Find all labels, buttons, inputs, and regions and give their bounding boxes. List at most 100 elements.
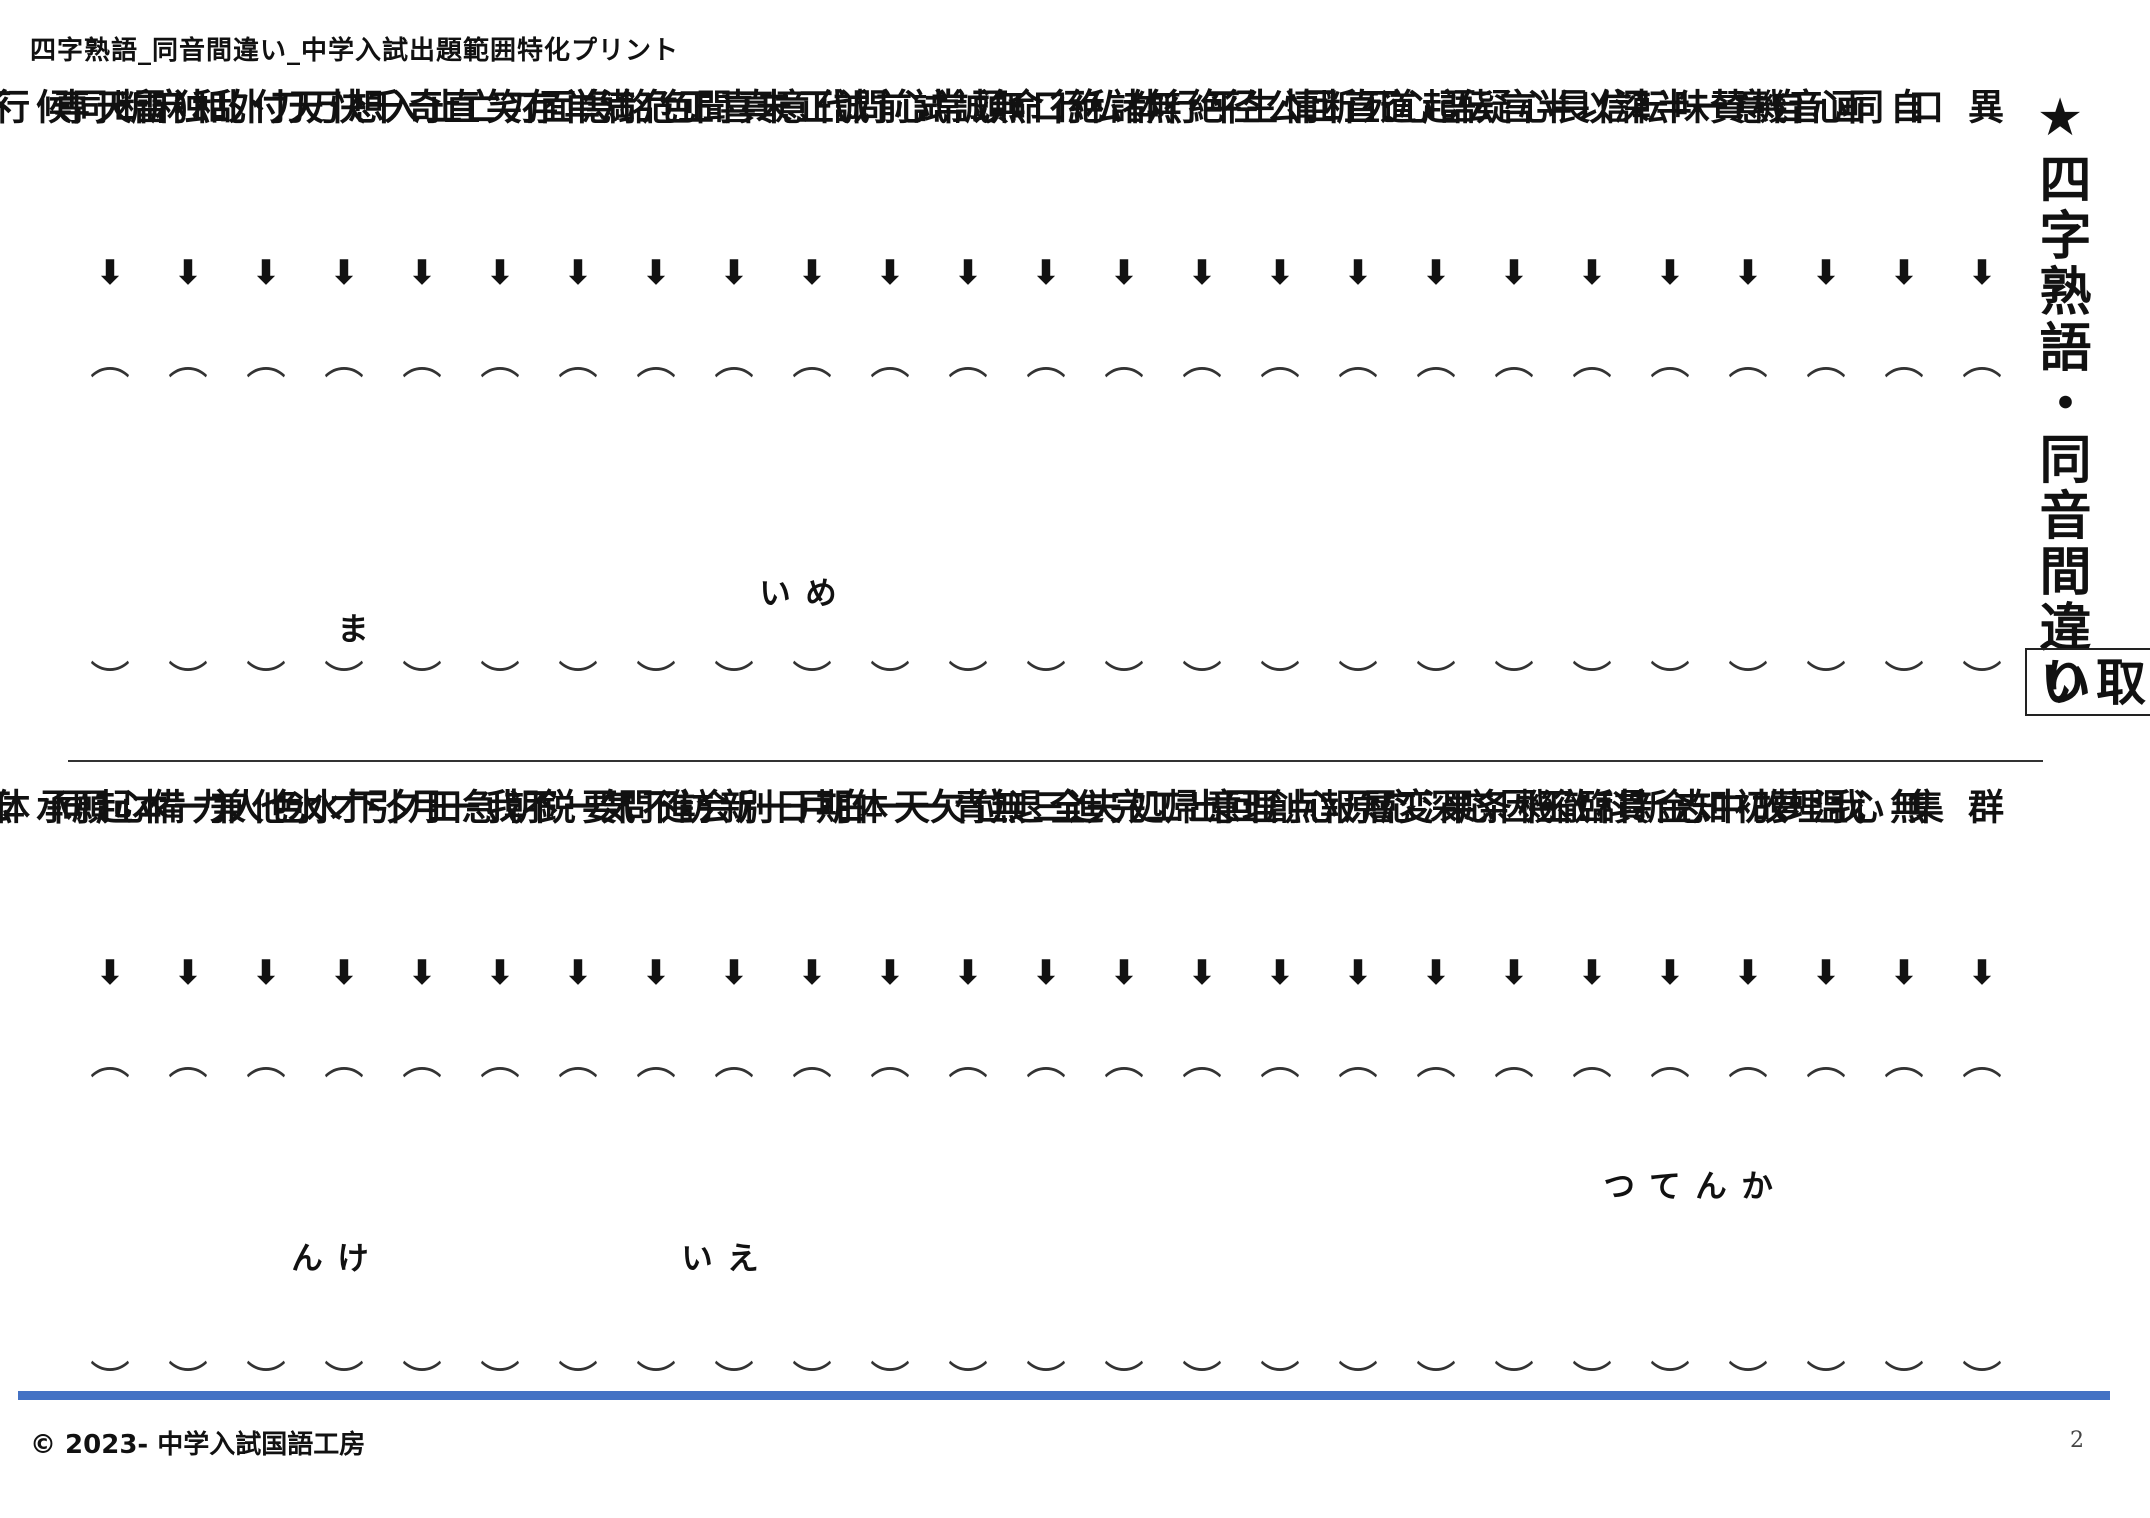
answer-bracket-close: ︶ bbox=[948, 658, 988, 704]
yojijukugo-word: 公平無私 bbox=[1080, 88, 1301, 126]
answer-bracket-open: ︵ bbox=[90, 1038, 130, 1084]
answer-bracket-open: ︵ bbox=[1572, 338, 1612, 384]
answer-bracket-open: ︵ bbox=[1338, 338, 1378, 384]
answer-bracket-open: ︵ bbox=[1026, 338, 1066, 384]
yojijukugo-word: 才色兼備 bbox=[144, 788, 365, 826]
yojijukugo-word: 口頭試問 bbox=[846, 88, 1067, 126]
down-arrow-icon: ⬇ bbox=[1655, 253, 1685, 293]
answer-bracket-close: ︶ bbox=[792, 658, 832, 704]
yojijukugo-word: 半信半疑 bbox=[1470, 88, 1691, 126]
answer-bracket-open: ︵ bbox=[1182, 1038, 1222, 1084]
answer-bracket-open: ︵ bbox=[1260, 338, 1300, 384]
answer-bracket-open: ︵ bbox=[324, 1038, 364, 1084]
answer-bracket-close: ︶ bbox=[1650, 658, 1690, 704]
down-arrow-icon: ⬇ bbox=[95, 953, 125, 993]
down-arrow-icon: ⬇ bbox=[797, 253, 827, 293]
answer-bracket-open: ︵ bbox=[870, 1038, 910, 1084]
answer-bracket-close: ︶ bbox=[90, 658, 130, 704]
answer-bracket-close: ︶ bbox=[1962, 658, 2002, 704]
yojijukugo-word: 絶体絶命 bbox=[1002, 88, 1223, 126]
down-arrow-icon: ⬇ bbox=[1187, 253, 1217, 293]
yojijukugo-word: 原点回帰 bbox=[1158, 788, 1379, 826]
down-arrow-icon: ⬇ bbox=[1109, 253, 1139, 293]
down-arrow-icon: ⬇ bbox=[173, 953, 203, 993]
answer-bracket-close: ︶ bbox=[1338, 658, 1378, 704]
answer-bracket-open: ︵ bbox=[1806, 1038, 1846, 1084]
answer-bracket-open: ︵ bbox=[1416, 1038, 1456, 1084]
yojijukugo-word: 不要不急 bbox=[456, 788, 677, 826]
section-divider bbox=[68, 760, 2043, 762]
down-arrow-icon: ⬇ bbox=[173, 253, 203, 293]
reading-hint: めい bbox=[754, 576, 838, 608]
down-arrow-icon: ⬇ bbox=[1967, 953, 1997, 993]
answer-bracket-close: ︶ bbox=[1182, 658, 1222, 704]
down-arrow-icon: ⬇ bbox=[1265, 253, 1295, 293]
answer-bracket-open: ︵ bbox=[948, 1038, 988, 1084]
down-arrow-icon: ⬇ bbox=[641, 953, 671, 993]
yojijukugo-word: 創意工夫 bbox=[1080, 788, 1301, 826]
answer-bracket-close: ︶ bbox=[1728, 658, 1768, 704]
yojijukugo-word: 自画自賛 bbox=[1704, 88, 1925, 126]
down-arrow-icon: ⬇ bbox=[1733, 953, 1763, 993]
answer-bracket-open: ︵ bbox=[1104, 1038, 1144, 1084]
answer-bracket-close: ︶ bbox=[1494, 658, 1534, 704]
yojijukugo-word: 無我夢中 bbox=[1704, 788, 1925, 826]
answer-bracket-open: ︵ bbox=[324, 338, 364, 384]
down-arrow-icon: ⬇ bbox=[563, 953, 593, 993]
yojijukugo-word: 温故知新 bbox=[1626, 788, 1847, 826]
down-arrow-icon: ⬇ bbox=[1811, 253, 1841, 293]
down-arrow-icon: ⬇ bbox=[1577, 253, 1607, 293]
yojijukugo-word: 他力本願 bbox=[66, 788, 287, 826]
yojijukugo-word: 起承転結 bbox=[0, 788, 131, 826]
yojijukugo-word: 付和雷同 bbox=[66, 88, 287, 126]
yojijukugo-word: 誠心誠意 bbox=[768, 88, 989, 126]
answer-bracket-close: ︶ bbox=[1260, 658, 1300, 704]
down-arrow-icon: ⬇ bbox=[1343, 953, 1373, 993]
answer-bracket-close: ︶ bbox=[1884, 658, 1924, 704]
down-arrow-icon: ⬇ bbox=[719, 253, 749, 293]
answer-bracket-open: ︵ bbox=[1884, 338, 1924, 384]
yojijukugo-word: 快刀乱麻 bbox=[144, 88, 365, 126]
yojijukugo-word: 異口同音 bbox=[1782, 88, 2003, 126]
answer-bracket-open: ︵ bbox=[1728, 338, 1768, 384]
down-arrow-icon: ⬇ bbox=[1655, 953, 1685, 993]
yojijukugo-word: 因果応報 bbox=[1314, 788, 1535, 826]
yojijukugo-word: 初志貫徹 bbox=[1548, 788, 1769, 826]
answer-bracket-close: ︶ bbox=[1026, 658, 1066, 704]
title-block: ★四字熟語・同音間違い 全字読み取り bbox=[2025, 88, 2150, 716]
answer-bracket-open: ︵ bbox=[1026, 1038, 1066, 1084]
down-arrow-icon: ⬇ bbox=[1343, 253, 1373, 293]
answer-bracket-open: ︵ bbox=[1962, 1038, 2002, 1084]
answer-bracket-close: ︶ bbox=[1806, 658, 1846, 704]
answer-bracket-close: ︶ bbox=[558, 658, 598, 704]
reading-hint: けん bbox=[286, 1241, 370, 1273]
down-arrow-icon: ⬇ bbox=[407, 253, 437, 293]
answer-bracket-close: ︶ bbox=[402, 658, 442, 704]
yojijukugo-word: 単刀直入 bbox=[378, 88, 599, 126]
down-arrow-icon: ⬇ bbox=[1031, 253, 1061, 293]
answer-bracket-open: ︵ bbox=[636, 1038, 676, 1084]
yojijukugo-word: 前代未聞 bbox=[690, 88, 911, 126]
yojijukugo-word: 言語道断 bbox=[1314, 88, 1535, 126]
yojijukugo-word: 月下氷人 bbox=[222, 788, 443, 826]
down-arrow-icon: ⬇ bbox=[1889, 253, 1919, 293]
yojijukugo-word: 喜色満面 bbox=[534, 88, 755, 126]
reading-hint: かんてつ bbox=[1598, 1169, 1774, 1201]
down-arrow-icon: ⬇ bbox=[875, 953, 905, 993]
down-arrow-icon: ⬇ bbox=[95, 253, 125, 293]
down-arrow-icon: ⬇ bbox=[1967, 253, 1997, 293]
footer-bar bbox=[18, 1391, 2110, 1400]
yojijukugo-word: 笑止千万 bbox=[300, 88, 521, 126]
yojijukugo-word: 意味深長 bbox=[1548, 88, 1769, 126]
worksheet-title: ★四字熟語・同音間違い bbox=[2030, 88, 2090, 712]
answer-bracket-close: ︶ bbox=[1104, 658, 1144, 704]
yojijukugo-word: 我田引水 bbox=[300, 788, 521, 826]
page-number: 2 bbox=[2070, 1428, 2084, 1453]
yojijukugo-word: 完全無欠 bbox=[924, 788, 1145, 826]
answer-bracket-open: ︵ bbox=[1260, 1038, 1300, 1084]
down-arrow-icon: ⬇ bbox=[1265, 953, 1295, 993]
reading-hint: ま bbox=[332, 612, 370, 644]
answer-bracket-open: ︵ bbox=[1338, 1038, 1378, 1084]
answer-bracket-close: ︶ bbox=[714, 658, 754, 704]
yojijukugo-word: 諸行無常 bbox=[924, 88, 1145, 126]
